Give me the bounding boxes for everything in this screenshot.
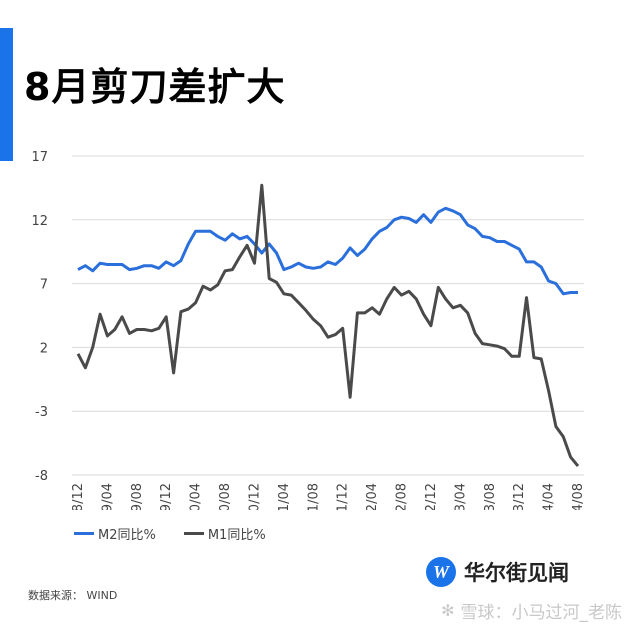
x-tick-label: 22/12	[424, 483, 439, 510]
series-line-m1	[76, 183, 580, 468]
x-tick-label: 21/12	[336, 483, 351, 510]
y-tick-label: 7	[40, 278, 48, 293]
x-tick-label: 21/08	[306, 483, 321, 510]
accent-bar	[0, 28, 13, 161]
chart-title: 8月剪刀差扩大	[24, 65, 286, 109]
x-tick-label: 19/12	[159, 483, 174, 510]
legend-item-m2: M2同比%	[74, 524, 156, 543]
y-tick-label: 17	[31, 150, 48, 165]
legend-swatch-m2	[74, 532, 94, 535]
brand-logo-icon: W	[426, 557, 456, 587]
x-tick-label: 23/08	[483, 483, 498, 510]
watermark: ✻ 雪球：小马过河_老陈	[441, 598, 622, 623]
x-tick-label: 20/08	[218, 483, 233, 510]
y-tick-label: 2	[40, 341, 48, 356]
x-tick-label: 24/04	[542, 483, 557, 510]
legend-item-m1: M1同比%	[183, 524, 266, 543]
x-tick-label: 20/04	[189, 483, 204, 510]
series-line-m2	[77, 206, 578, 296]
x-tick-label: 20/12	[247, 483, 262, 510]
x-tick-label: 18/12	[71, 483, 86, 510]
x-tick-label: 22/08	[395, 483, 410, 510]
x-tick-label: 21/04	[277, 483, 292, 510]
x-tick-label: 23/12	[512, 483, 527, 510]
chart-legend: M2同比% M1同比%	[74, 524, 266, 543]
brand-name: 华尔街见闻	[464, 560, 569, 585]
y-tick-label: -8	[35, 469, 48, 484]
x-tick-label: 19/08	[130, 483, 145, 510]
snowball-icon: ✻	[441, 601, 455, 620]
y-tick-label: -3	[35, 405, 48, 420]
y-tick-label: 12	[31, 214, 48, 229]
line-chart: 17 12 7 2 -3 -8 18/12 19/04 19/08 19/12 20/04 20/08…	[31, 150, 586, 510]
watermark-text: 雪球：小马过河_老陈	[460, 603, 623, 623]
brand-logo: W 华尔街见闻	[426, 557, 569, 587]
x-tick-label: 19/04	[100, 483, 115, 510]
legend-swatch-m1	[183, 532, 204, 535]
x-tick-label: 24/08	[571, 483, 586, 510]
legend-label-m2: M2同比%	[98, 528, 156, 543]
legend-label-m1: M1同比%	[207, 528, 266, 543]
data-source: 数据来源： WIND	[28, 589, 118, 602]
x-tick-label: 23/04	[453, 483, 468, 510]
x-tick-label: 22/04	[365, 483, 380, 510]
